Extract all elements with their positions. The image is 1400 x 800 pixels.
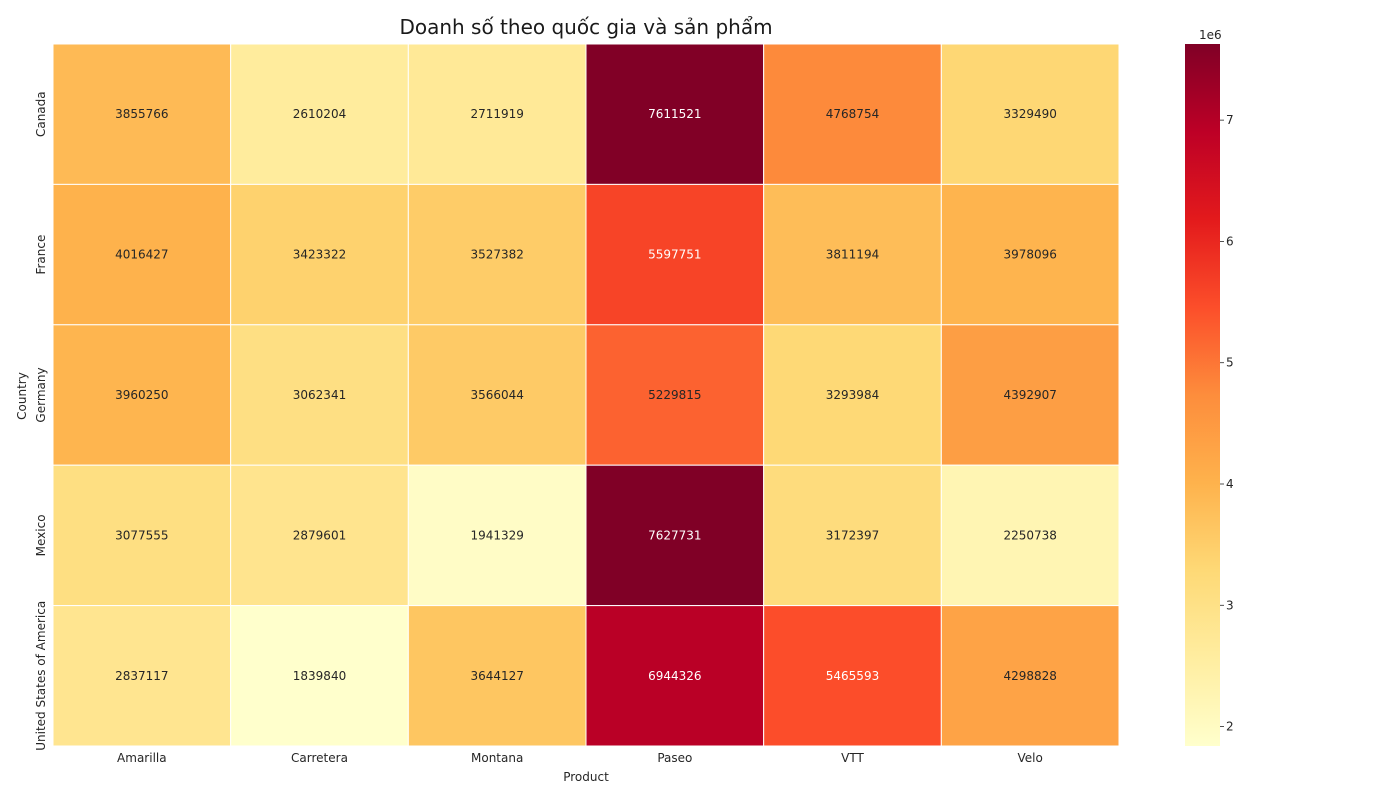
y-axis-label: Country (15, 372, 29, 420)
cell-value-label: 3978096 (1003, 248, 1056, 262)
heatmap-cell (940, 183, 1120, 326)
heatmap-cell (940, 324, 1120, 466)
heatmap-cell (52, 605, 232, 747)
cell-value-label: 2250738 (1003, 528, 1056, 542)
cell-value-label: 4016427 (115, 248, 168, 262)
cell-value-label: 2610204 (293, 107, 346, 121)
cell-value-label: 3172397 (826, 528, 879, 542)
y-axis-ticks: Canada France Germany Mexico United States o… (34, 91, 48, 750)
cell-value-label: 3855766 (115, 107, 168, 121)
heatmap-cell (940, 605, 1120, 747)
cell-value-label: 3293984 (826, 388, 879, 402)
cell-value-label: 7611521 (648, 107, 701, 121)
cell-value-label: 3960250 (115, 388, 168, 402)
cell-value-label: 5229815 (648, 388, 701, 402)
heatmap-cell (52, 464, 232, 607)
cell-value-label: 2879601 (293, 528, 346, 542)
heatmap-cell (585, 605, 765, 747)
x-tick-label: Amarilla (117, 751, 167, 765)
cell-value-label: 5465593 (826, 669, 879, 683)
cell-value-label: 4392907 (1003, 388, 1056, 402)
x-axis-ticks: Amarilla Carretera Montana Paseo VTT Velo (117, 751, 1043, 765)
x-axis-label: Product (563, 770, 609, 784)
heatmap-cell (230, 324, 409, 466)
colorbar (1185, 44, 1220, 746)
heatmap-cell (230, 43, 409, 185)
cell-value-label: 2711919 (470, 107, 523, 121)
heatmap-cell (585, 464, 765, 607)
heatmap-cell (52, 183, 232, 326)
colorbar-tick-label: 5 (1226, 356, 1234, 370)
colorbar-tick-label: 4 (1226, 477, 1234, 491)
colorbar-ticks: 2 3 4 5 6 7 (1220, 113, 1234, 734)
y-tick-label: Mexico (34, 514, 48, 556)
colorbar-tick-label: 7 (1226, 113, 1234, 127)
y-tick-label: Germany (34, 367, 48, 422)
heatmap-cell (52, 324, 232, 466)
x-tick-label: Carretera (291, 751, 348, 765)
heatmap-cell (763, 43, 942, 185)
x-tick-label: VTT (841, 751, 864, 765)
heatmap-cell (407, 464, 587, 607)
cell-value-label: 1941329 (470, 528, 523, 542)
heatmap-cell (230, 605, 409, 747)
heatmap-cell (230, 464, 409, 607)
heatmap-cell (763, 464, 942, 607)
cell-value-label: 7627731 (648, 528, 701, 542)
heatmap-cell (585, 183, 765, 326)
heatmap-cell (763, 605, 942, 747)
chart-title: Doanh số theo quốc gia và sản phẩm (399, 15, 772, 39)
colorbar-tick-label: 3 (1226, 598, 1234, 612)
cell-value-label: 3423322 (293, 248, 346, 262)
cell-value-label: 3811194 (826, 248, 879, 262)
cell-value-label: 3062341 (293, 388, 346, 402)
colorbar-tick-label: 6 (1226, 234, 1234, 248)
cell-value-label: 3527382 (470, 248, 523, 262)
x-tick-label: Velo (1017, 751, 1042, 765)
y-tick-label: Canada (34, 91, 48, 137)
cell-value-label: 3644127 (470, 669, 523, 683)
heatmap-cell (585, 43, 765, 185)
cell-value-label: 6944326 (648, 669, 701, 683)
heatmap-cell (407, 43, 587, 185)
heatmap-cells: 3855766 2610204 2711919 7611521 4768754 33294… (52, 43, 1120, 747)
colorbar-tick-label: 2 (1226, 720, 1234, 734)
x-tick-label: Montana (471, 751, 523, 765)
cell-value-label: 3329490 (1003, 107, 1056, 121)
cell-value-label: 4768754 (826, 107, 879, 121)
heatmap-cell (940, 43, 1120, 185)
cell-value-label: 1839840 (293, 669, 346, 683)
heatmap-cell (585, 324, 765, 466)
cell-value-label: 2837117 (115, 669, 168, 683)
colorbar-offset-label: 1e6 (1199, 28, 1222, 42)
y-tick-label: United States of America (34, 601, 48, 751)
heatmap-cell (940, 464, 1120, 607)
cell-value-label: 5597751 (648, 248, 701, 262)
heatmap-cell (407, 605, 587, 747)
heatmap-cell (407, 324, 587, 466)
x-tick-label: Paseo (657, 751, 692, 765)
heatmap-cell (763, 324, 942, 466)
cell-value-label: 3077555 (115, 528, 168, 542)
cell-value-label: 3566044 (470, 388, 523, 402)
cell-value-label: 4298828 (1003, 669, 1056, 683)
heatmap-cell (52, 43, 232, 185)
heatmap-cell (230, 183, 409, 326)
y-tick-label: France (34, 235, 48, 275)
